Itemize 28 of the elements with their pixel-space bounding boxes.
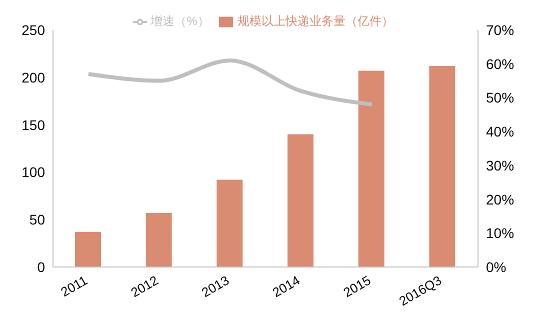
x-tick-label: 2011 [58,272,90,300]
x-tick-label: 2014 [270,272,302,300]
y-tick-label: 100 [22,164,46,180]
legend-label: 规模以上快递业务量（亿件） [237,14,394,28]
y-tick-label: 50 [29,212,46,228]
y2-tick-label: 10% [486,225,514,242]
y2-tick-label: 60% [486,56,514,72]
bar [146,212,172,267]
y-tick-label: 0 [37,258,46,275]
x-tick-label: 2013 [199,272,232,300]
y-tick-label: 150 [22,116,46,133]
bar [75,232,101,267]
y2-tick-label: 0% [486,258,506,275]
y-tick-label: 200 [22,69,46,86]
line-series [86,58,374,106]
y2-tick-label: 70% [486,22,514,38]
legend-label: 增速（%） [150,14,210,28]
bar [216,180,243,267]
y-tick-label: 250 [22,22,46,38]
x-tick-label: 2012 [128,272,161,300]
bar [429,66,456,267]
x-tick-label: 2015 [340,272,374,300]
bar [358,70,384,267]
y2-tick-label: 30% [486,157,514,174]
y2-tick-label: 20% [486,191,514,208]
bar [288,134,314,267]
y2-tick-label: 50% [486,90,514,106]
y2-tick-label: 40% [486,124,514,140]
